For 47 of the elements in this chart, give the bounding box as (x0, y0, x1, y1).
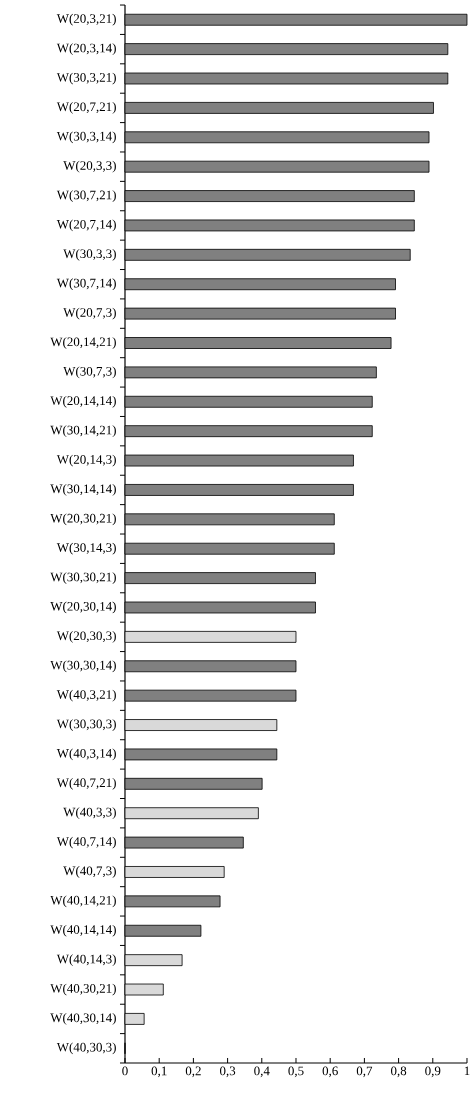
y-tick-label: W(20,3,14) (57, 43, 117, 55)
y-tick-label: W(20,30,3) (57, 631, 117, 643)
x-tick-label: 1 (465, 1066, 470, 1076)
y-tick-label: W(20,3,3) (63, 160, 117, 173)
x-tick-label: 0,8 (391, 1066, 407, 1078)
y-tick-label: W(40,3,21) (57, 689, 117, 702)
y-tick-label: W(30,7,14) (57, 278, 117, 291)
y-tick-label: W(40,14,21) (50, 895, 117, 908)
y-tick-label: W(40,30,3) (57, 1042, 117, 1055)
y-tick-label: W(30,30,21) (50, 572, 117, 584)
y-tick-label: W(30,30,14) (50, 660, 117, 673)
y-tick-label: W(40,7,14) (57, 836, 117, 849)
y-tick-label: W(20,3,21) (57, 13, 117, 26)
x-tick-label: 0,6 (322, 1066, 339, 1078)
y-tick-label: W(40,3,3) (63, 807, 117, 820)
y-tick-label: W(30,30,3) (57, 719, 117, 731)
y-tick-label: W(20,14,3) (57, 454, 117, 467)
y-tick-label: W(30,14,21) (50, 425, 117, 438)
y-tick-label: W(30,14,3) (57, 542, 117, 555)
y-tick-label: W(20,30,14) (50, 601, 117, 614)
y-tick-label: W(40,3,14) (57, 748, 117, 761)
x-tick-label: 0,5 (288, 1066, 304, 1078)
y-tick-label: W(30,7,3) (63, 366, 117, 379)
x-tick-label: 0,7 (357, 1066, 373, 1078)
y-tick-label: W(40,30,21) (50, 983, 117, 996)
y-tick-label: W(20,14,21) (50, 337, 117, 349)
x-tick-label: 0 (122, 1066, 128, 1076)
x-tick-label: 0,9 (425, 1066, 441, 1078)
y-tick-label: W(20,14,14) (50, 395, 117, 408)
x-tick-label: 0,2 (186, 1066, 201, 1078)
x-tick-label: 0,1 (151, 1066, 167, 1078)
y-tick-label: W(40,14,14) (50, 924, 117, 937)
y-tick-label: W(40,7,3) (63, 866, 117, 878)
y-tick-label: W(40,7,21) (57, 777, 117, 790)
y-tick-label: W(30,7,21) (57, 190, 117, 202)
y-tick-label: W(30,3,3) (63, 248, 117, 261)
y-tick-label: W(20,7,14) (57, 219, 117, 232)
y-tick-label: W(30,14,14) (50, 484, 117, 496)
y-tick-label: W(40,30,14) (50, 1013, 117, 1025)
y-tick-label: W(20,7,3) (63, 307, 117, 320)
x-tick-label: 0,4 (254, 1066, 270, 1078)
y-tick-label: W(20,30,21) (50, 513, 117, 526)
x-tick-label: 0,3 (220, 1066, 236, 1078)
y-tick-label: W(30,3,21) (57, 72, 117, 85)
y-tick-label: W(30,3,14) (57, 131, 117, 144)
y-tick-label: W(40,14,3) (57, 954, 117, 967)
y-tick-label: W(20,7,21) (57, 102, 117, 114)
